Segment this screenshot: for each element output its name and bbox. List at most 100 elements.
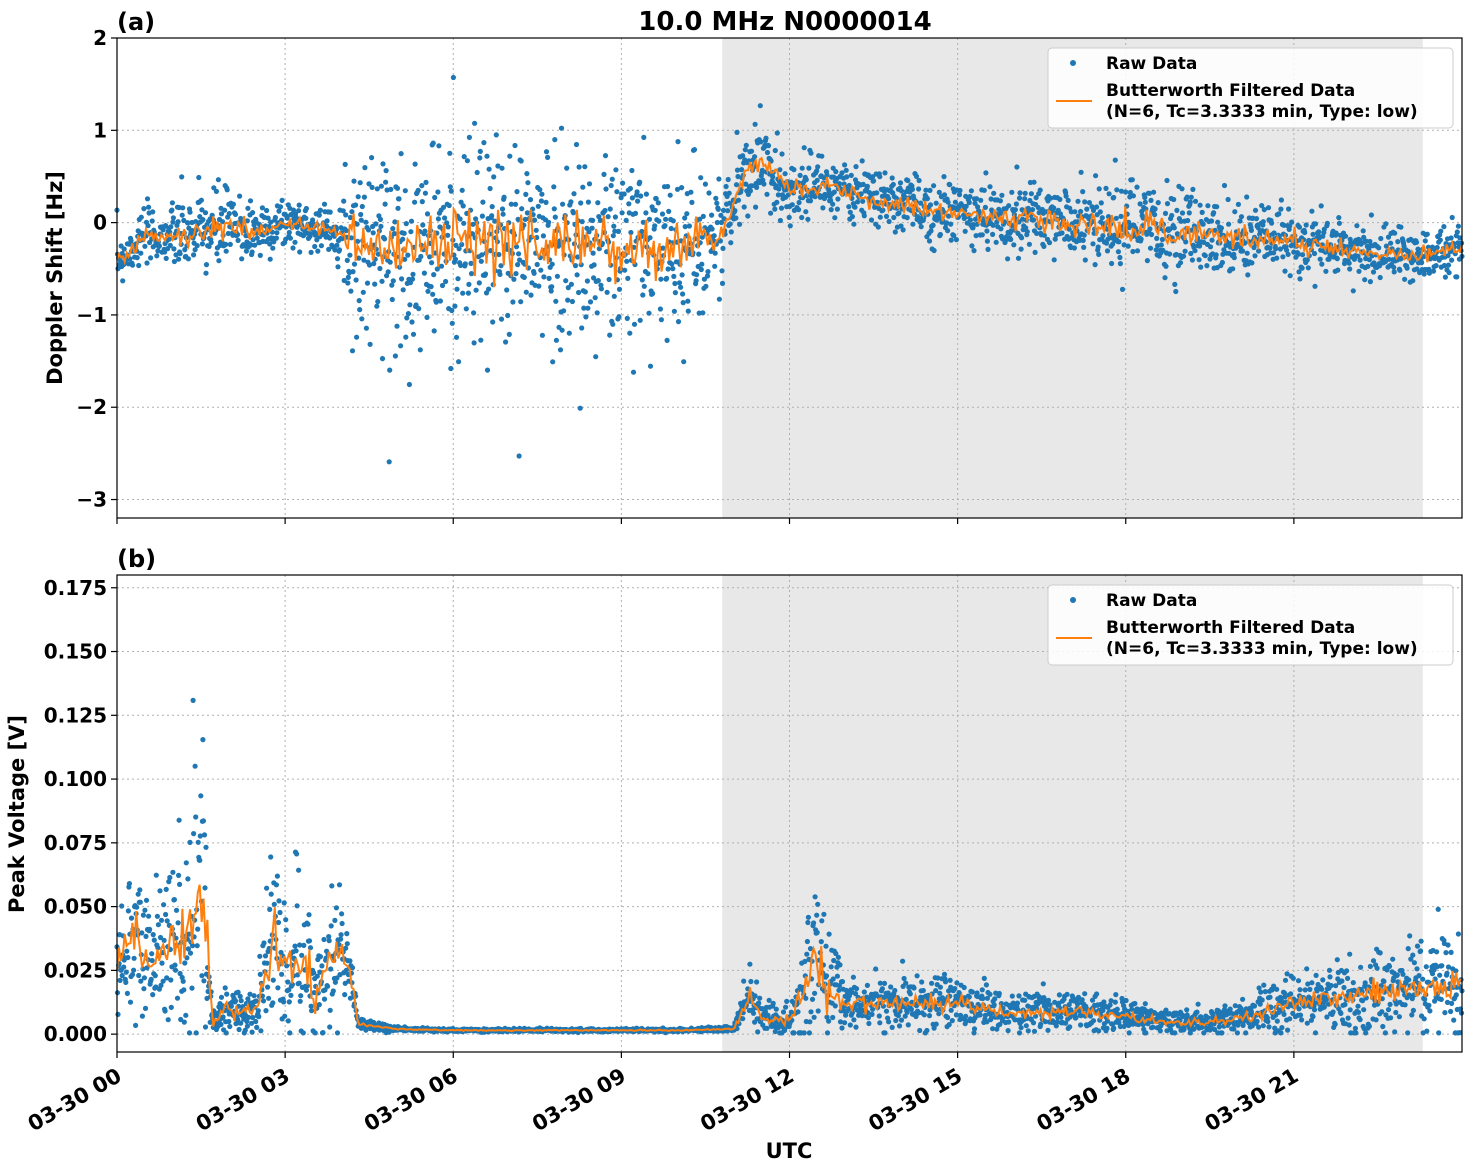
raw-data-point [354,221,360,227]
raw-data-point [390,226,396,232]
raw-data-point [167,242,173,248]
raw-data-point [538,267,544,273]
raw-data-point [350,269,356,275]
raw-data-point [1343,233,1349,239]
raw-data-point [898,1017,905,1023]
raw-data-point [303,987,309,993]
raw-data-point [1147,245,1154,251]
raw-data-point [876,1013,882,1019]
raw-data-point [481,140,487,146]
raw-data-point [275,985,281,991]
raw-data-point [1365,263,1371,269]
raw-data-point [135,891,141,897]
raw-data-point [457,216,463,222]
raw-data-point [980,995,986,1002]
raw-data-point [1251,1003,1258,1009]
raw-data-point [421,270,427,276]
raw-data-point [1038,1021,1044,1027]
raw-data-point [1296,269,1302,275]
raw-data-point [244,1023,250,1029]
raw-data-point [1296,1006,1302,1012]
raw-data-point [861,213,867,219]
raw-data-point [1142,1001,1148,1007]
raw-data-point [115,1011,121,1018]
raw-data-point [733,215,739,221]
raw-data-point [978,197,984,203]
raw-data-point [587,299,594,305]
raw-data-point [1172,281,1178,287]
raw-data-point [671,308,678,314]
raw-data-point [1197,243,1203,249]
raw-data-point [496,251,502,258]
raw-data-point [185,946,191,952]
raw-data-point [249,249,255,255]
raw-data-point [962,228,968,234]
raw-data-point [747,961,753,967]
panel-a-ylabel: Doppler Shift [Hz] [43,171,67,385]
raw-data-point [668,225,674,232]
raw-data-point [225,230,231,237]
raw-data-point [392,353,398,359]
raw-data-point [1077,237,1083,243]
raw-data-point [548,288,554,294]
raw-data-point [898,223,904,229]
raw-data-point [638,193,644,199]
raw-data-point [586,181,593,187]
raw-data-point [666,208,672,214]
raw-data-point [1347,266,1353,272]
raw-data-point [1278,206,1284,212]
raw-data-point [306,938,313,944]
raw-data-point [812,990,818,996]
raw-data-point [296,202,302,208]
raw-data-point [1182,248,1188,254]
raw-data-point [1103,240,1110,246]
raw-data-point [200,737,206,743]
raw-data-point [866,1020,872,1027]
raw-data-point [1014,1000,1021,1006]
raw-data-point [616,314,622,320]
raw-data-point [645,271,651,277]
raw-data-point [1129,177,1135,183]
raw-data-point [1392,230,1398,236]
raw-data-point [142,243,148,249]
raw-data-point [585,305,591,311]
raw-data-point [1421,271,1427,277]
raw-data-point [249,1029,255,1035]
raw-data-point [264,885,270,891]
raw-data-point [177,881,183,888]
raw-data-point [351,261,358,267]
raw-data-point [145,223,151,229]
raw-data-point [394,323,400,329]
raw-data-point [355,194,361,200]
raw-data-point [629,195,636,201]
raw-data-point [552,137,558,143]
raw-data-point [992,996,998,1002]
raw-data-point [375,299,381,305]
raw-data-point [198,793,204,799]
raw-data-point [1164,201,1171,207]
raw-data-point [1419,260,1425,266]
raw-data-point [777,217,784,224]
raw-data-point [694,272,700,278]
raw-data-point [180,205,186,211]
raw-data-point [428,284,434,290]
raw-data-point [199,241,205,247]
raw-data-point [1048,195,1054,201]
raw-data-point [1064,991,1070,997]
raw-data-point [419,199,425,205]
raw-data-point [162,249,168,255]
raw-data-point [1188,194,1194,200]
raw-data-point [1225,196,1231,203]
raw-data-point [322,987,328,993]
raw-data-point [772,147,778,154]
raw-data-point [848,172,854,178]
raw-data-point [681,359,687,365]
raw-data-point [607,332,613,338]
raw-data-point [879,986,886,992]
raw-data-point [363,219,369,225]
raw-data-point [977,1012,983,1018]
raw-data-point [357,307,363,313]
raw-data-point [1231,1026,1237,1032]
raw-data-point [383,168,389,174]
raw-data-point [821,911,827,917]
